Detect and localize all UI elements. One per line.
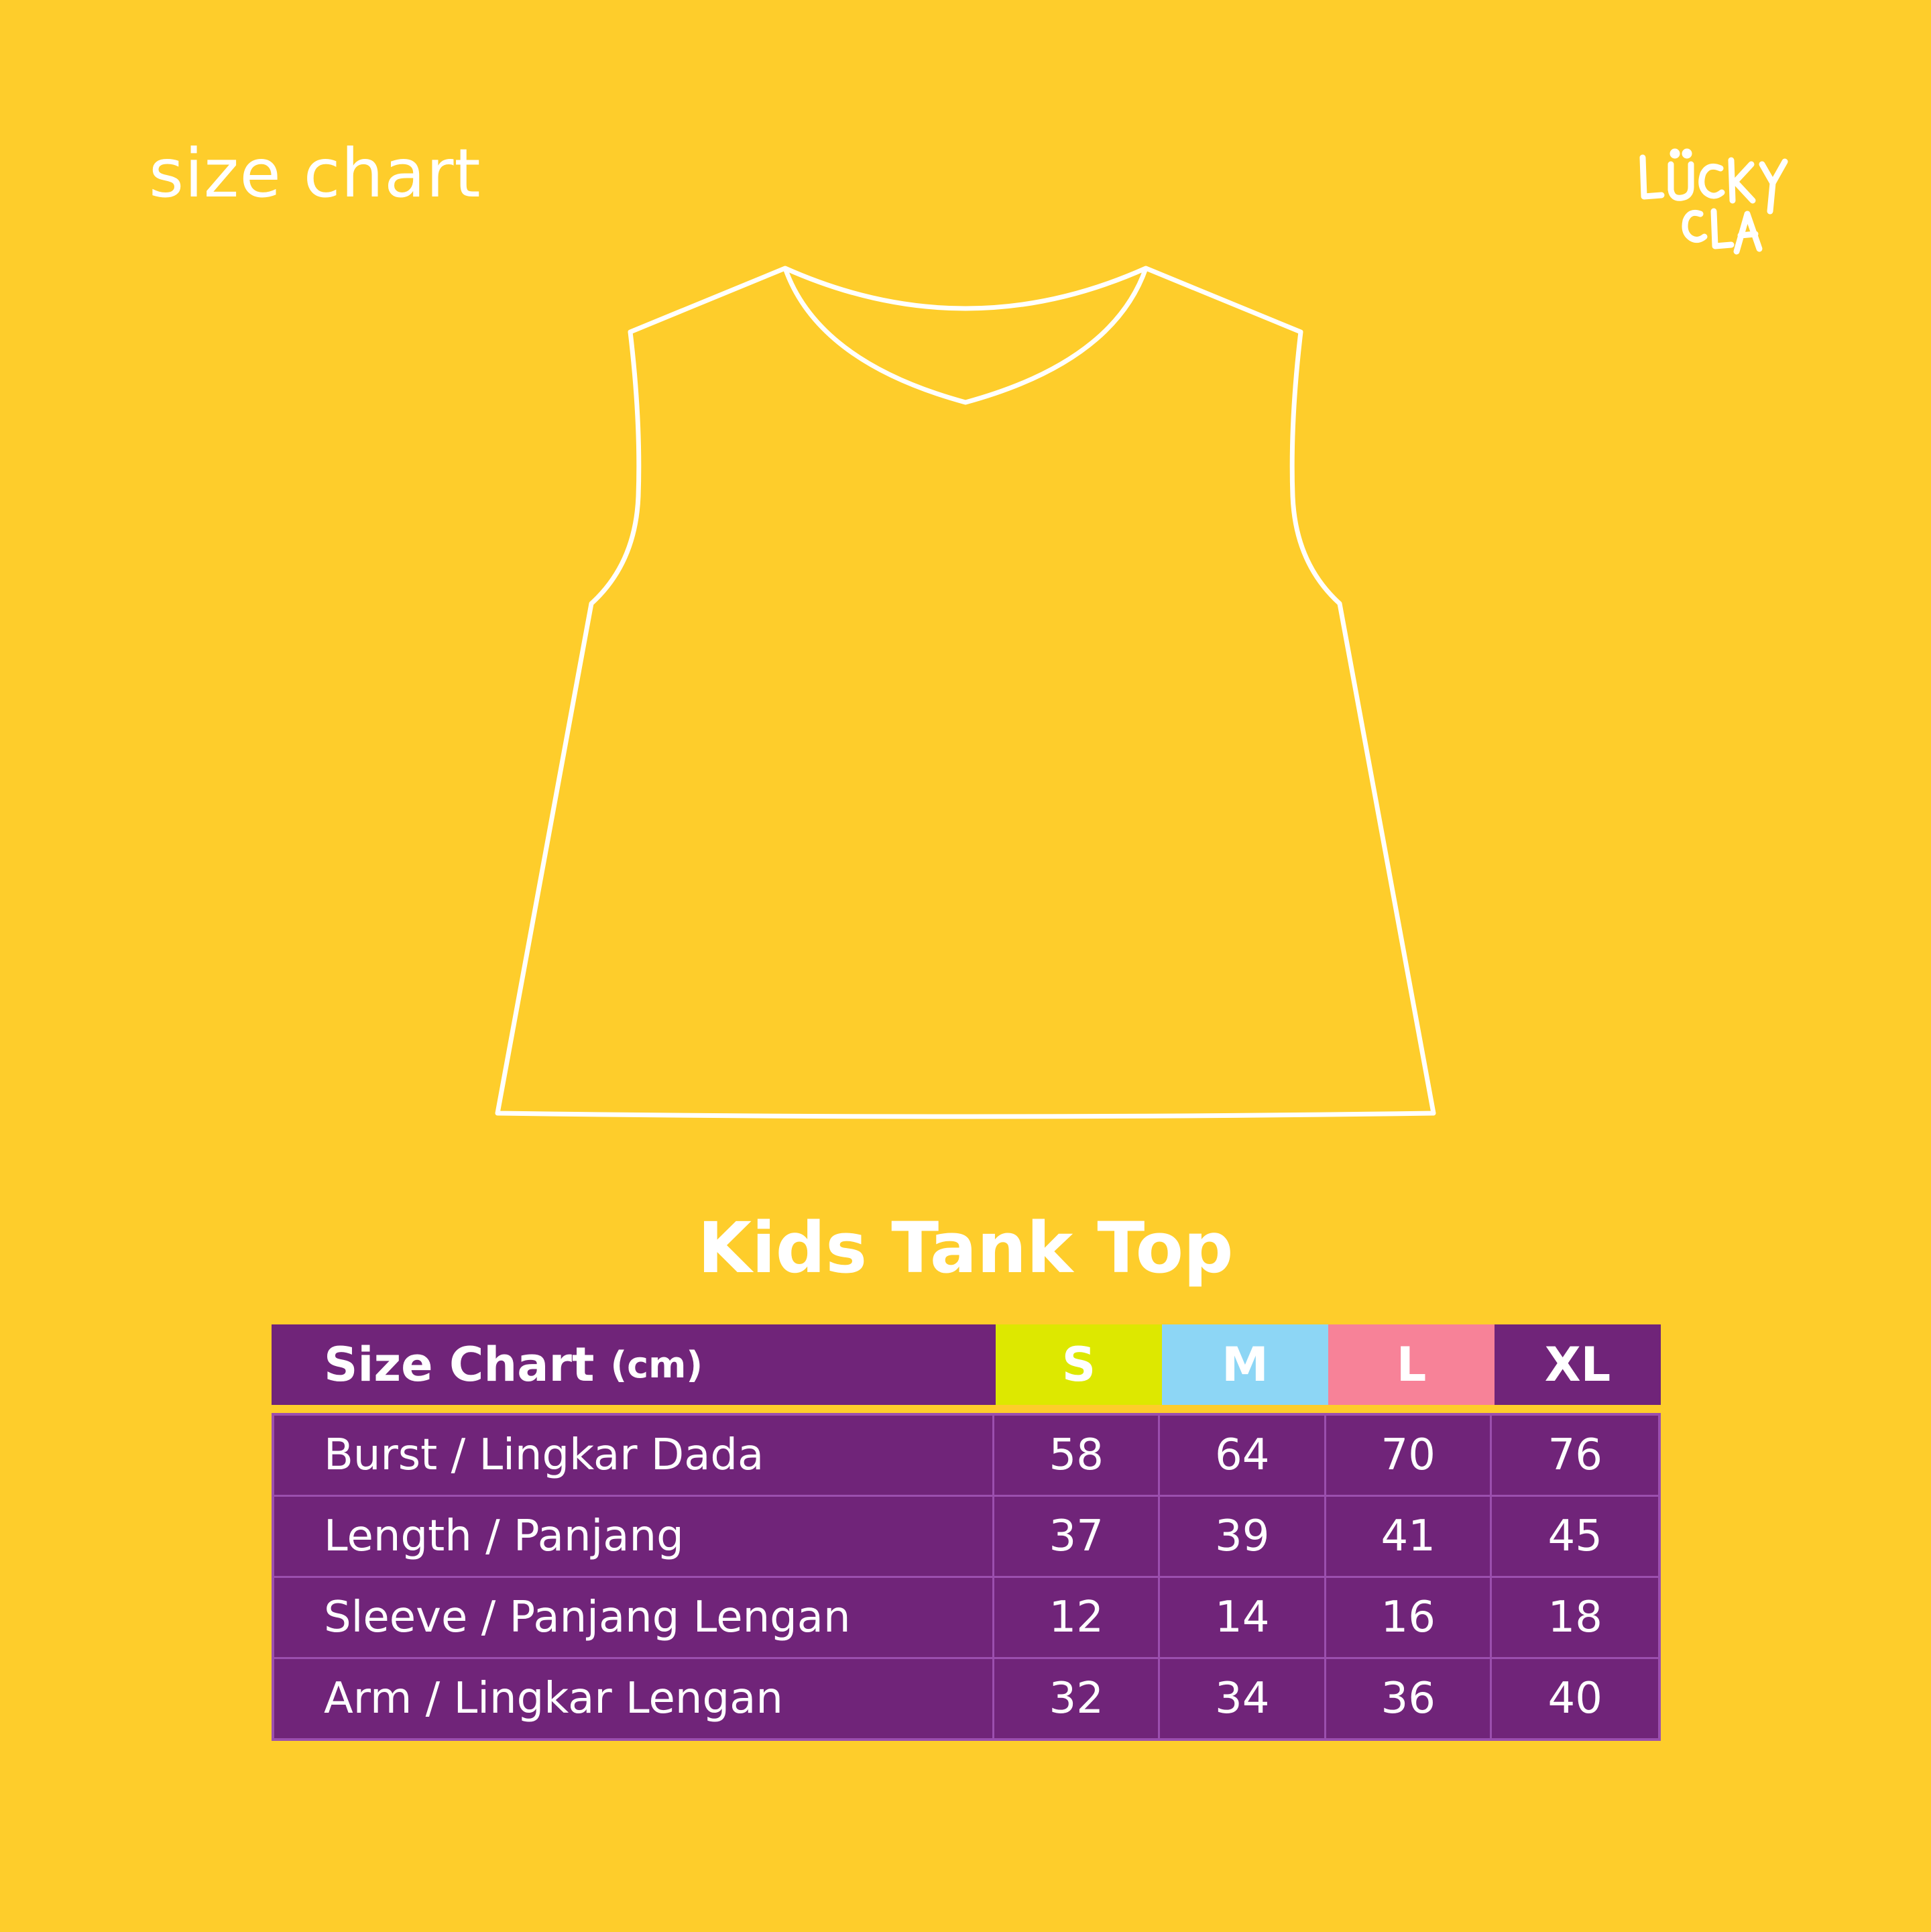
cell-value: 41: [1326, 1497, 1493, 1576]
cell-value: 58: [994, 1416, 1161, 1495]
cell-value: 32: [994, 1659, 1161, 1738]
cell-value: 34: [1160, 1659, 1326, 1738]
cell-value: 36: [1326, 1659, 1493, 1738]
row-label: Arm / Lingkar Lengan: [274, 1659, 994, 1738]
table-row: Arm / Lingkar Lengan 32 34 36 40: [274, 1657, 1658, 1738]
tank-top-outline-icon: [495, 266, 1436, 1119]
row-label: Burst / Lingkar Dada: [274, 1416, 994, 1495]
cell-value: 70: [1326, 1416, 1493, 1495]
table-row: Burst / Lingkar Dada 58 64 70 76: [274, 1416, 1658, 1495]
cell-value: 16: [1326, 1578, 1493, 1657]
header-title: Size Chart: [324, 1337, 595, 1392]
size-header-l: L: [1328, 1324, 1495, 1405]
header-unit: (cm): [610, 1343, 703, 1386]
table-body: Burst / Lingkar Dada 58 64 70 76 Length …: [272, 1413, 1661, 1741]
lucky-cla-logo-icon: [1639, 148, 1788, 255]
size-header-xl: XL: [1495, 1324, 1661, 1405]
row-label: Length / Panjang: [274, 1497, 994, 1576]
cell-value: 39: [1160, 1497, 1326, 1576]
table-header-label: Size Chart (cm): [272, 1324, 996, 1405]
cell-value: 64: [1160, 1416, 1326, 1495]
cell-value: 14: [1160, 1578, 1326, 1657]
cell-value: 76: [1547, 1430, 1602, 1480]
cell-value: 12: [994, 1578, 1161, 1657]
size-chart-table: Size Chart (cm) S M L XL Burst / Lingkar…: [272, 1324, 1661, 1741]
cell-value: 45: [1547, 1512, 1602, 1561]
row-label: Sleeve / Panjang Lengan: [274, 1578, 994, 1657]
cell-value: 40: [1547, 1674, 1602, 1723]
size-header-s: S: [996, 1324, 1162, 1405]
product-title: Kids Tank Top: [697, 1207, 1234, 1289]
table-row: Length / Panjang 37 39 41 45: [274, 1495, 1658, 1576]
tank-top-illustration: [483, 255, 1448, 1127]
cell-value: 18: [1547, 1593, 1602, 1642]
page-label: size chart: [149, 134, 481, 213]
table-header-row: Size Chart (cm) S M L XL: [272, 1324, 1661, 1405]
size-header-m: M: [1162, 1324, 1328, 1405]
table-row: Sleeve / Panjang Lengan 12 14 16 18: [274, 1576, 1658, 1657]
brand-logo: [1636, 144, 1797, 258]
cell-value: 37: [994, 1497, 1161, 1576]
